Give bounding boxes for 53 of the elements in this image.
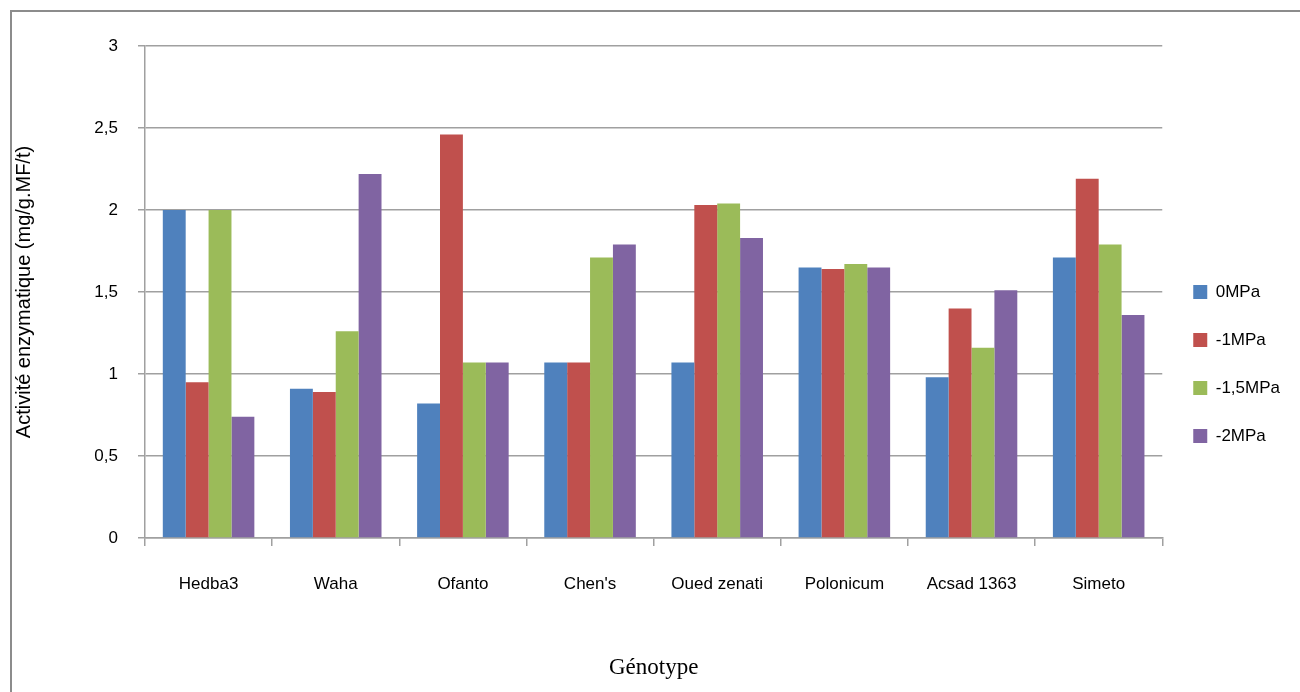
x-tick-label: Simeto — [1072, 573, 1126, 593]
x-tick-label: Ofanto — [437, 573, 489, 593]
y-tick-label: 2,5 — [94, 117, 118, 137]
y-tick-label: 2 — [108, 199, 118, 219]
bar — [440, 134, 463, 538]
bar — [162, 210, 186, 538]
x-axis-title: Génotype — [608, 654, 699, 680]
y-axis-title: Activité enzymatique (mg/g.MF/t) — [11, 145, 34, 439]
x-tick-label: Acsad 1363 — [926, 573, 1017, 593]
x-tick-label: Chen's — [563, 573, 617, 593]
bar — [925, 377, 949, 538]
bar — [612, 244, 636, 538]
bar — [544, 362, 568, 538]
bar — [867, 267, 891, 538]
bar — [1098, 244, 1122, 538]
bar — [971, 347, 995, 538]
bar — [1121, 314, 1145, 538]
bar — [485, 362, 509, 538]
bar — [740, 237, 763, 538]
bar — [694, 205, 718, 538]
legend-label: -1,5MPa — [1215, 377, 1281, 397]
x-tick-label: Waha — [313, 573, 359, 593]
bar — [1052, 257, 1076, 538]
x-tick-label: Polonicum — [804, 573, 885, 593]
x-tick-label: Hedba3 — [178, 573, 239, 593]
bar — [567, 362, 591, 538]
y-tick-label: 0,5 — [94, 445, 118, 465]
y-tick-label: 0 — [108, 527, 118, 547]
legend-label: -1MPa — [1215, 329, 1267, 349]
x-tick-label: Oued zenati — [671, 573, 764, 593]
legend-label: 0MPa — [1215, 281, 1261, 301]
bar — [358, 173, 382, 538]
bar — [208, 210, 232, 538]
bar — [994, 290, 1018, 538]
bar — [462, 362, 486, 538]
bar — [671, 362, 695, 538]
bar — [312, 392, 336, 538]
bar — [231, 416, 255, 538]
bar — [844, 264, 868, 538]
y-tick-label: 1,5 — [94, 281, 118, 301]
bar — [948, 308, 972, 538]
bar — [335, 331, 359, 538]
bar — [185, 382, 209, 538]
y-tick-label: 1 — [108, 363, 118, 383]
bar — [798, 267, 822, 538]
bar — [821, 269, 845, 538]
bar — [417, 403, 440, 538]
bar — [590, 257, 613, 538]
bar — [1075, 178, 1099, 538]
bar — [717, 203, 741, 538]
legend-label: -2MPa — [1215, 425, 1267, 445]
bar — [289, 388, 313, 538]
y-tick-label: 3 — [108, 35, 118, 55]
